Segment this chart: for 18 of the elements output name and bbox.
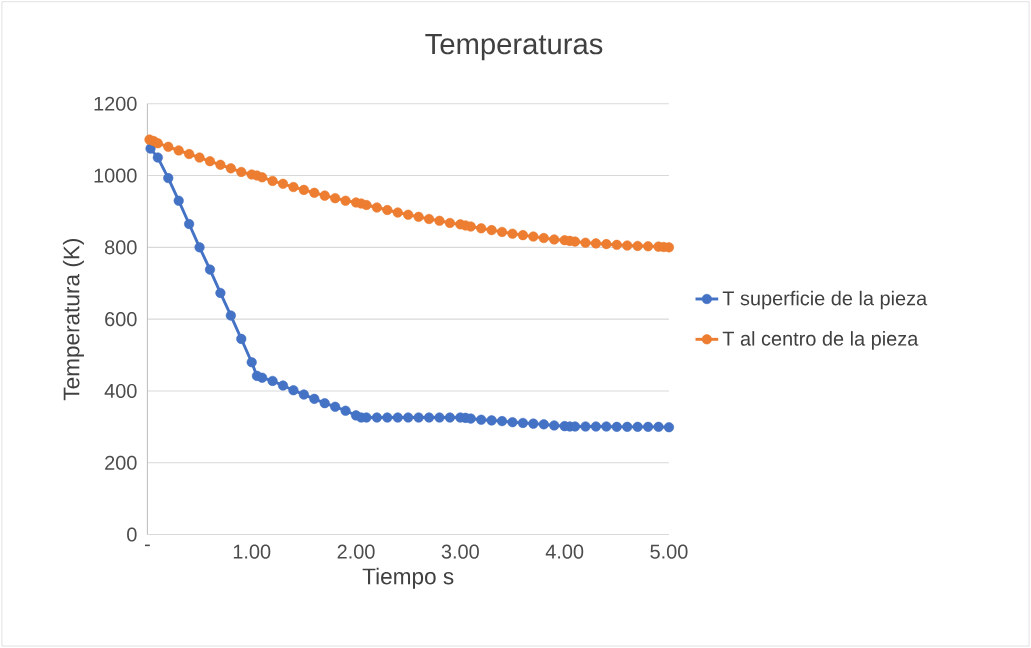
- y-axis-title: Temperatura (K): [62, 239, 84, 401]
- y-tick-label: 600: [105, 312, 137, 327]
- x-tick-label: 1.00: [233, 544, 271, 559]
- y-tick-label: 1000: [94, 168, 137, 183]
- y-tick-label: 1200: [94, 96, 137, 111]
- x-tick-label: -: [144, 544, 150, 547]
- x-tick-label: 2.00: [337, 544, 375, 559]
- x-tick-label: 5.00: [650, 544, 688, 559]
- y-tick-label: 0: [127, 527, 137, 542]
- y-tick-label: 400: [104, 383, 137, 399]
- legend-label: T al centro de la pieza: [722, 331, 919, 350]
- x-tick-label: 4.00: [545, 544, 584, 559]
- chart-title: Temperaturas: [425, 33, 603, 61]
- y-tick-label: 200: [105, 455, 137, 470]
- x-axis-title: Tiempo s: [362, 567, 454, 589]
- legend-label: T superficie de la pieza: [722, 290, 928, 310]
- y-tick-label: 800: [105, 240, 137, 255]
- x-tick-label: 3.00: [441, 544, 479, 559]
